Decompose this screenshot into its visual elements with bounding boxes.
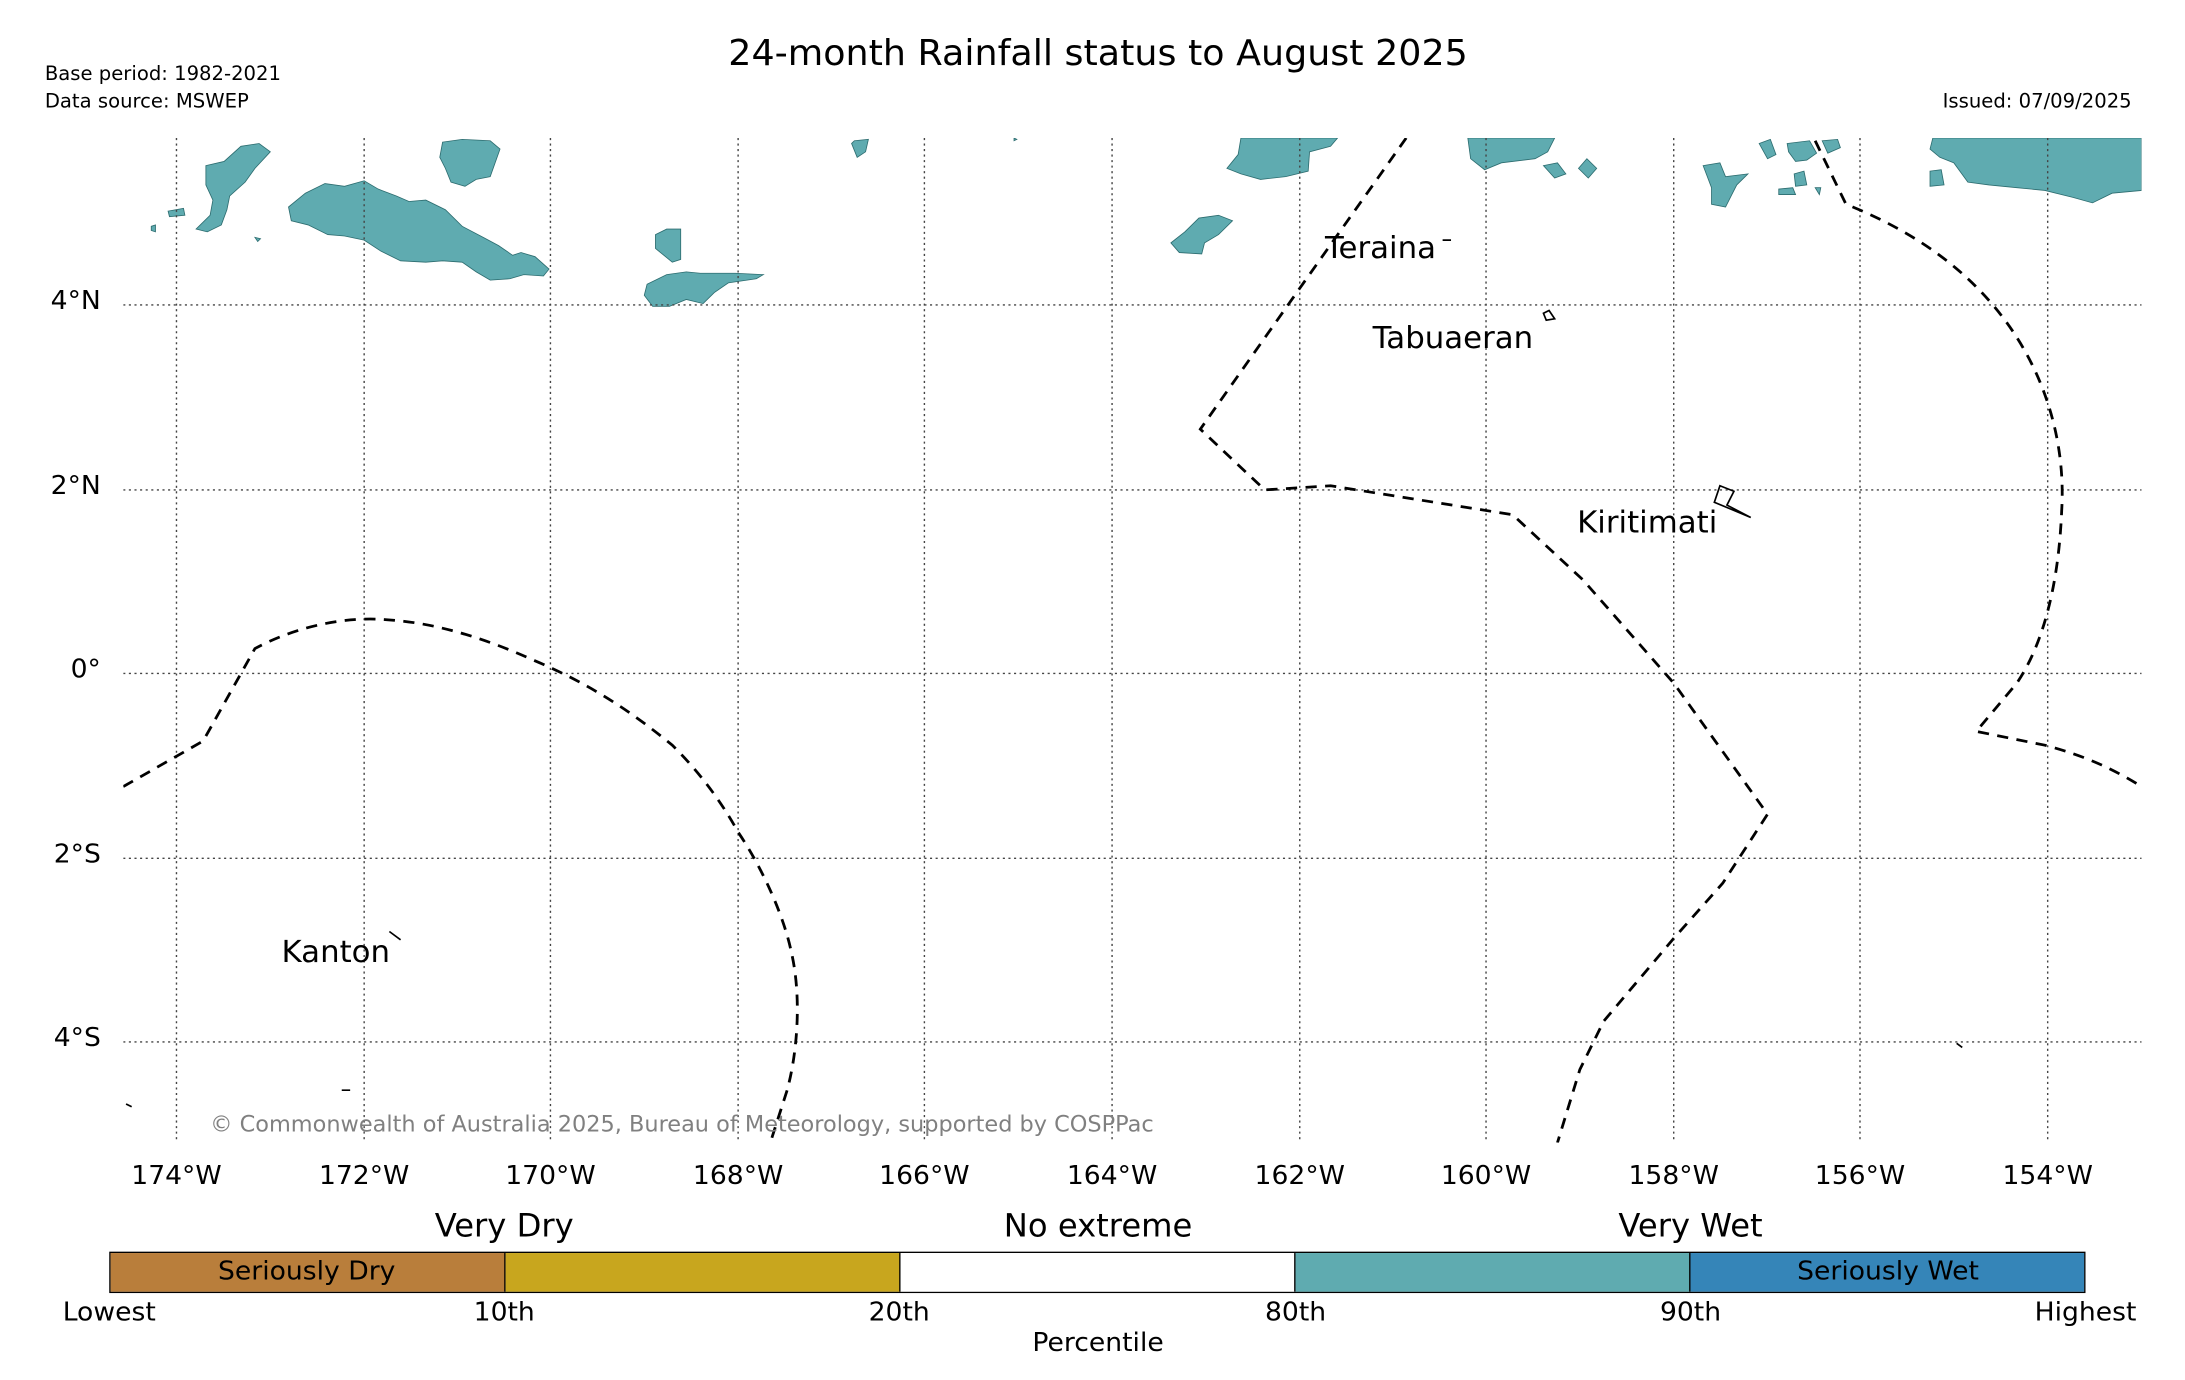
wet-area-patch (1929, 137, 2142, 204)
place-label-kanton: Kanton (281, 935, 391, 971)
wet-area-patch (439, 138, 501, 187)
wet-area-patch (1226, 137, 1339, 180)
legend-axis-label: Percentile (1032, 1327, 1164, 1358)
wet-area-patch (1778, 187, 1797, 195)
lon-tick-label: 168°W (692, 1160, 784, 1191)
island-kiritimati (1713, 484, 1752, 519)
very-wet-areas (150, 137, 2142, 307)
wet-area-patch (1793, 170, 1808, 187)
eez-boundary-line-east (1813, 140, 2142, 788)
lat-tick-label: 0° (70, 654, 101, 685)
legend-percentile-label: 80th (1264, 1297, 1327, 1328)
lon-tick-label: 162°W (1254, 1160, 1345, 1191)
legend-swatch-very-wet (1295, 1253, 1691, 1292)
wet-area-patch (1577, 158, 1598, 179)
wet-area-patch (851, 138, 869, 158)
island-small (125, 1103, 133, 1108)
legend-label-seriously-wet: Seriously Wet (1797, 1255, 1979, 1287)
legend-percentile-label: 10th (473, 1297, 535, 1328)
island-outlines (125, 239, 1963, 1108)
wet-area-patch (1929, 169, 1945, 187)
wet-area-patch (1821, 138, 1841, 154)
legend-swatch-very-dry (505, 1253, 901, 1292)
wet-area-patch (167, 207, 186, 218)
wet-area-patch (1542, 162, 1567, 179)
legend-percentile-label: Highest (2034, 1297, 2137, 1328)
map-canvas (123, 137, 2142, 1143)
wet-area-patch (150, 224, 156, 233)
wet-area-patch (1814, 187, 1822, 196)
lat-tick-label: 4°N (50, 285, 101, 317)
legend-category-very-wet: Very Wet (1618, 1208, 1763, 1245)
lat-tick-label: 2°N (50, 470, 101, 501)
wet-area-patch (253, 236, 262, 243)
copyright-notice: © Commonwealth of Australia 2025, Bureau… (210, 1110, 1154, 1138)
place-label-tabuaeran: Tabuaeran (1372, 321, 1534, 357)
legend-swatch-no-extreme (900, 1253, 1296, 1292)
island-tabuaeran (1542, 309, 1557, 322)
place-label-teraina: Teraina (1324, 231, 1437, 267)
legend-percentile-label: 20th (868, 1297, 930, 1328)
wet-area-patch (1758, 138, 1777, 160)
wet-area-patch (195, 143, 271, 233)
lon-tick-label: 158°W (1628, 1160, 1719, 1191)
eez-boundaries (123, 137, 2142, 1143)
legend-colorbar (109, 1251, 2086, 1294)
legend-label-seriously-dry: Seriously Dry (218, 1255, 396, 1287)
place-label-kiritimati: Kiritimati (1577, 506, 1718, 541)
base-period: Base period: 1982-2021 (44, 63, 281, 86)
legend-swatch-seriously-dry (110, 1253, 506, 1292)
island-small (1956, 1042, 1963, 1049)
wet-area-patch (655, 228, 682, 263)
lon-tick-label: 156°W (1814, 1160, 1906, 1191)
legend-swatch-seriously-wet (1690, 1253, 2085, 1292)
wet-area-patch (1170, 214, 1234, 255)
lon-tick-label: 170°W (505, 1160, 596, 1191)
lat-tick-label: 2°S (53, 839, 101, 870)
lon-tick-label: 166°W (879, 1160, 970, 1191)
graticule (123, 137, 2142, 1143)
map-title: 24-month Rainfall status to August 2025 (728, 33, 1468, 75)
lon-tick-label: 160°W (1440, 1160, 1532, 1191)
issued-date: Issued: 07/09/2025 (1942, 91, 2132, 114)
wet-area-patch (1702, 162, 1750, 208)
eez-boundary-line-central (1198, 137, 1770, 1143)
lon-tick-label: 172°W (318, 1160, 410, 1191)
lon-tick-label: 154°W (2002, 1160, 2093, 1191)
wet-area-patch (1013, 137, 1018, 142)
legend-category-very-dry: Very Dry (434, 1208, 574, 1245)
legend-percentile-label: 90th (1659, 1297, 1722, 1328)
wet-area-patch (1467, 137, 1556, 171)
wet-area-patch (1786, 140, 1818, 162)
lat-tick-label: 4°S (53, 1022, 101, 1053)
lon-tick-label: 174°W (131, 1160, 222, 1191)
wet-area-patch (288, 180, 550, 281)
data-source: Data source: MSWEP (44, 91, 249, 114)
legend-category-no-extreme: No extreme (1003, 1208, 1193, 1245)
map-layer (123, 137, 2142, 1143)
lon-tick-label: 164°W (1066, 1160, 1158, 1191)
island-kanton (388, 930, 402, 941)
legend-percentile-label: Lowest (62, 1297, 156, 1328)
wet-area-patch (643, 271, 765, 307)
eez-boundary-phoenix (123, 617, 799, 1143)
